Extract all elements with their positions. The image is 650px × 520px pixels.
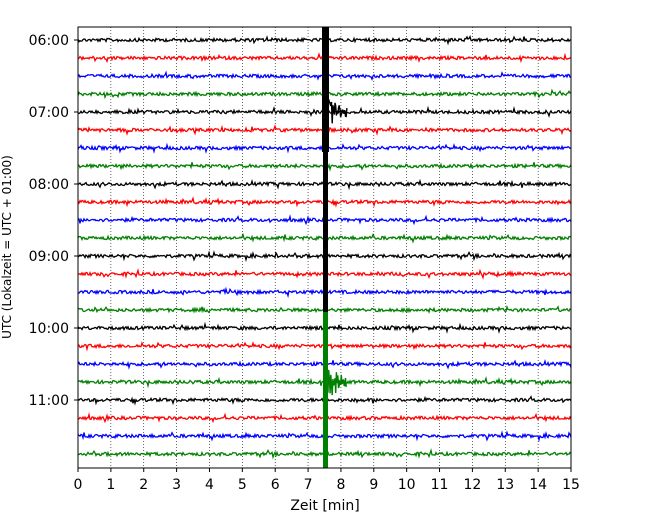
x-tick-label: 3 (172, 477, 181, 493)
x-tick-label: 15 (562, 477, 580, 493)
x-tick-label: 6 (271, 477, 280, 493)
plot-frame (77, 26, 572, 469)
y-tick-label: 10:00 (29, 321, 69, 337)
x-tick-label: 4 (205, 477, 214, 493)
event-onset-band (323, 152, 328, 468)
y-tick-label: 06:00 (29, 33, 69, 49)
y-axis-label: UTC (Lokalzeit = UTC + 01:00) (0, 155, 14, 339)
y-tick-label: 09:00 (29, 249, 69, 265)
x-tick-label: 5 (238, 477, 247, 493)
x-tick-label: 0 (74, 477, 83, 493)
x-tick-label: 13 (496, 477, 514, 493)
event-group (322, 27, 348, 468)
y-tick-label: 07:00 (29, 105, 69, 121)
x-tick-label: 7 (304, 477, 313, 493)
x-tick-label: 2 (139, 477, 148, 493)
x-tick-label: 11 (431, 477, 449, 493)
y-tick-label: 08:00 (29, 177, 69, 193)
x-tick-label: 12 (463, 477, 481, 493)
event-coda (323, 365, 347, 398)
event-coda (323, 93, 348, 124)
event-onset-band (322, 27, 329, 152)
y-tick-label: 11:00 (29, 393, 69, 409)
x-tick-label: 1 (106, 477, 115, 493)
y-axis-ticks: 06:00 07:00 08:00 09:00 10:00 11:00 (29, 33, 78, 409)
x-tick-label: 10 (398, 477, 416, 493)
x-tick-label: 8 (336, 477, 345, 493)
x-tick-label: 14 (529, 477, 547, 493)
x-tick-label: 9 (369, 477, 378, 493)
x-axis-label: Zeit [min] (290, 498, 359, 514)
x-axis-ticks: 0 1 2 3 4 5 6 7 8 9 10 11 12 13 14 15 (74, 468, 580, 493)
